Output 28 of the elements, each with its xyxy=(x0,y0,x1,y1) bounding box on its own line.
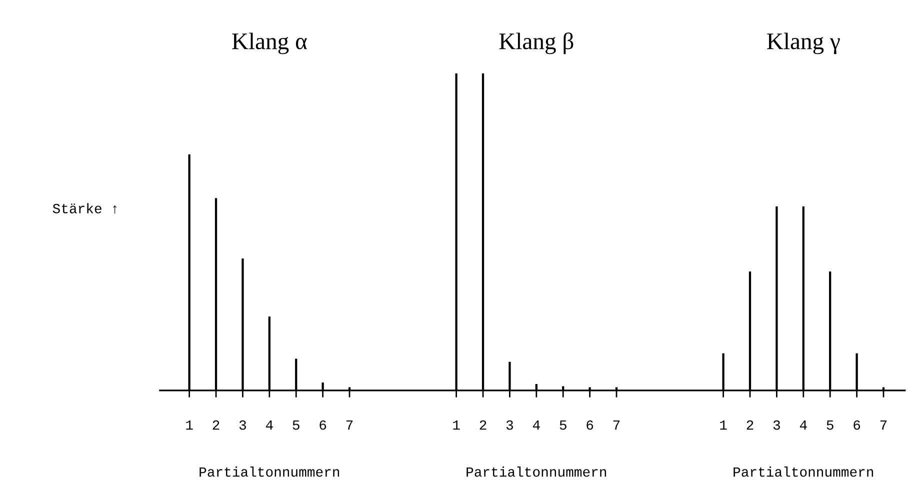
x-tick-label: 3 xyxy=(506,420,513,430)
text: Partialtonnummern xyxy=(734,466,874,477)
text: Partialtonnummern xyxy=(466,466,606,477)
x-tick-label: 5 xyxy=(560,420,566,430)
x-tick-label: 6 xyxy=(586,420,594,430)
x-tick-label: 1 xyxy=(720,420,727,430)
x-tick-label: 7 xyxy=(613,420,620,430)
x-tick-label: 4 xyxy=(266,420,273,430)
x-tick-label: 3 xyxy=(239,420,246,430)
text: Klang β xyxy=(499,32,574,54)
x-tick-label: 2 xyxy=(746,420,754,430)
x-tick-label: 5 xyxy=(292,420,300,430)
x-tick-label: 2 xyxy=(212,420,220,430)
x-tick-label: 1 xyxy=(186,420,193,430)
text: Klang γ xyxy=(767,32,840,54)
x-tick-label: 1 xyxy=(453,420,460,430)
x-tick-label: 4 xyxy=(532,420,540,430)
x-tick-label: 4 xyxy=(800,420,807,430)
x-tick-label: 3 xyxy=(773,420,780,430)
text: Klang α xyxy=(232,32,307,54)
y-axis-title: Stärke ↑ xyxy=(52,203,116,214)
x-tick-label: 6 xyxy=(854,420,860,430)
x-tick-label: 7 xyxy=(880,420,887,430)
x-tick-label: 7 xyxy=(346,420,353,430)
x-tick-label: 2 xyxy=(480,420,486,430)
x-tick-label: 5 xyxy=(826,420,834,430)
x-tick-label: 6 xyxy=(320,420,326,430)
text: Partialtonnummern xyxy=(200,466,340,477)
